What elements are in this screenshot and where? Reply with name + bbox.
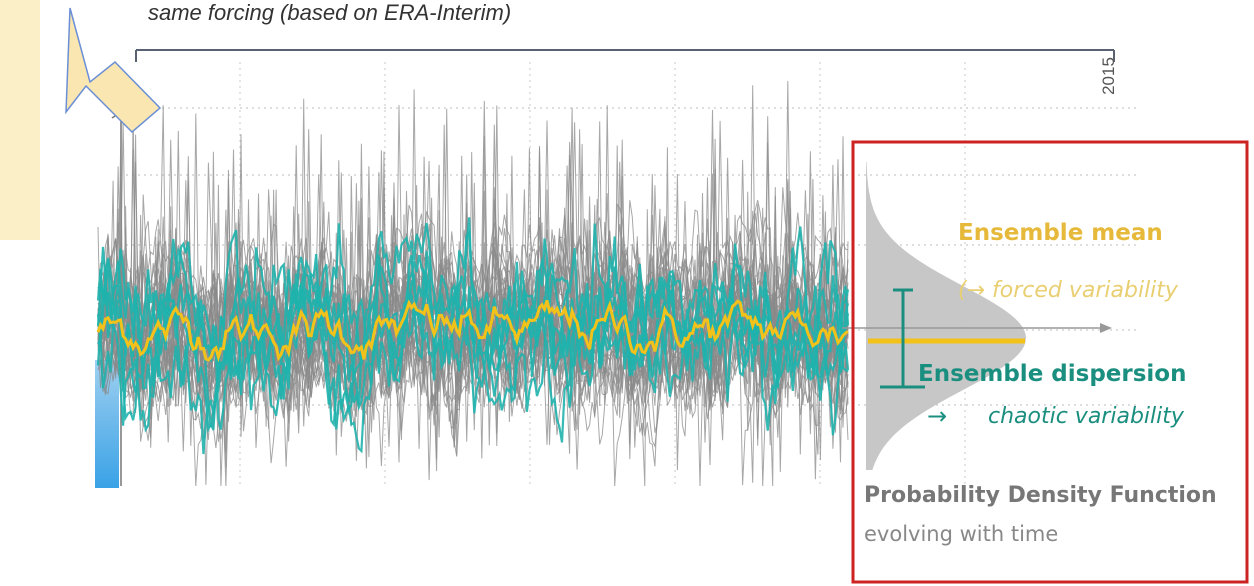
blue-bar xyxy=(95,360,119,488)
mean-line xyxy=(96,299,849,363)
pdf-subtitle: evolving with time xyxy=(864,522,1059,546)
ensemble-dispersion-label: Ensemble dispersion xyxy=(918,361,1187,387)
pdf-axis-arrowhead xyxy=(1100,323,1112,333)
forced-variability-label: (→ forced variability xyxy=(958,278,1178,303)
dispersion-bracket xyxy=(880,288,925,389)
ensemble-mean-label: Ensemble mean xyxy=(958,220,1163,246)
arrow-icon xyxy=(65,7,162,134)
ensemble-mean-line xyxy=(96,299,849,363)
highlighted-member-lines xyxy=(96,217,850,455)
end-year-label: 2015 xyxy=(1098,57,1118,95)
pdf-shape xyxy=(866,162,1026,470)
timeline-bracket xyxy=(135,49,1115,62)
highlighted-member-line xyxy=(96,229,850,454)
left-side-panel xyxy=(0,0,40,240)
chaotic-variability-label: chaotic variability xyxy=(988,404,1184,429)
annotation-box xyxy=(851,140,1249,584)
highlighted-member-line xyxy=(96,238,850,455)
pdf-title: Probability Density Function xyxy=(864,483,1217,508)
figure-caption: same forcing (based on ERA-Interim) xyxy=(148,0,512,25)
right-arrow-icon: → xyxy=(927,402,948,430)
